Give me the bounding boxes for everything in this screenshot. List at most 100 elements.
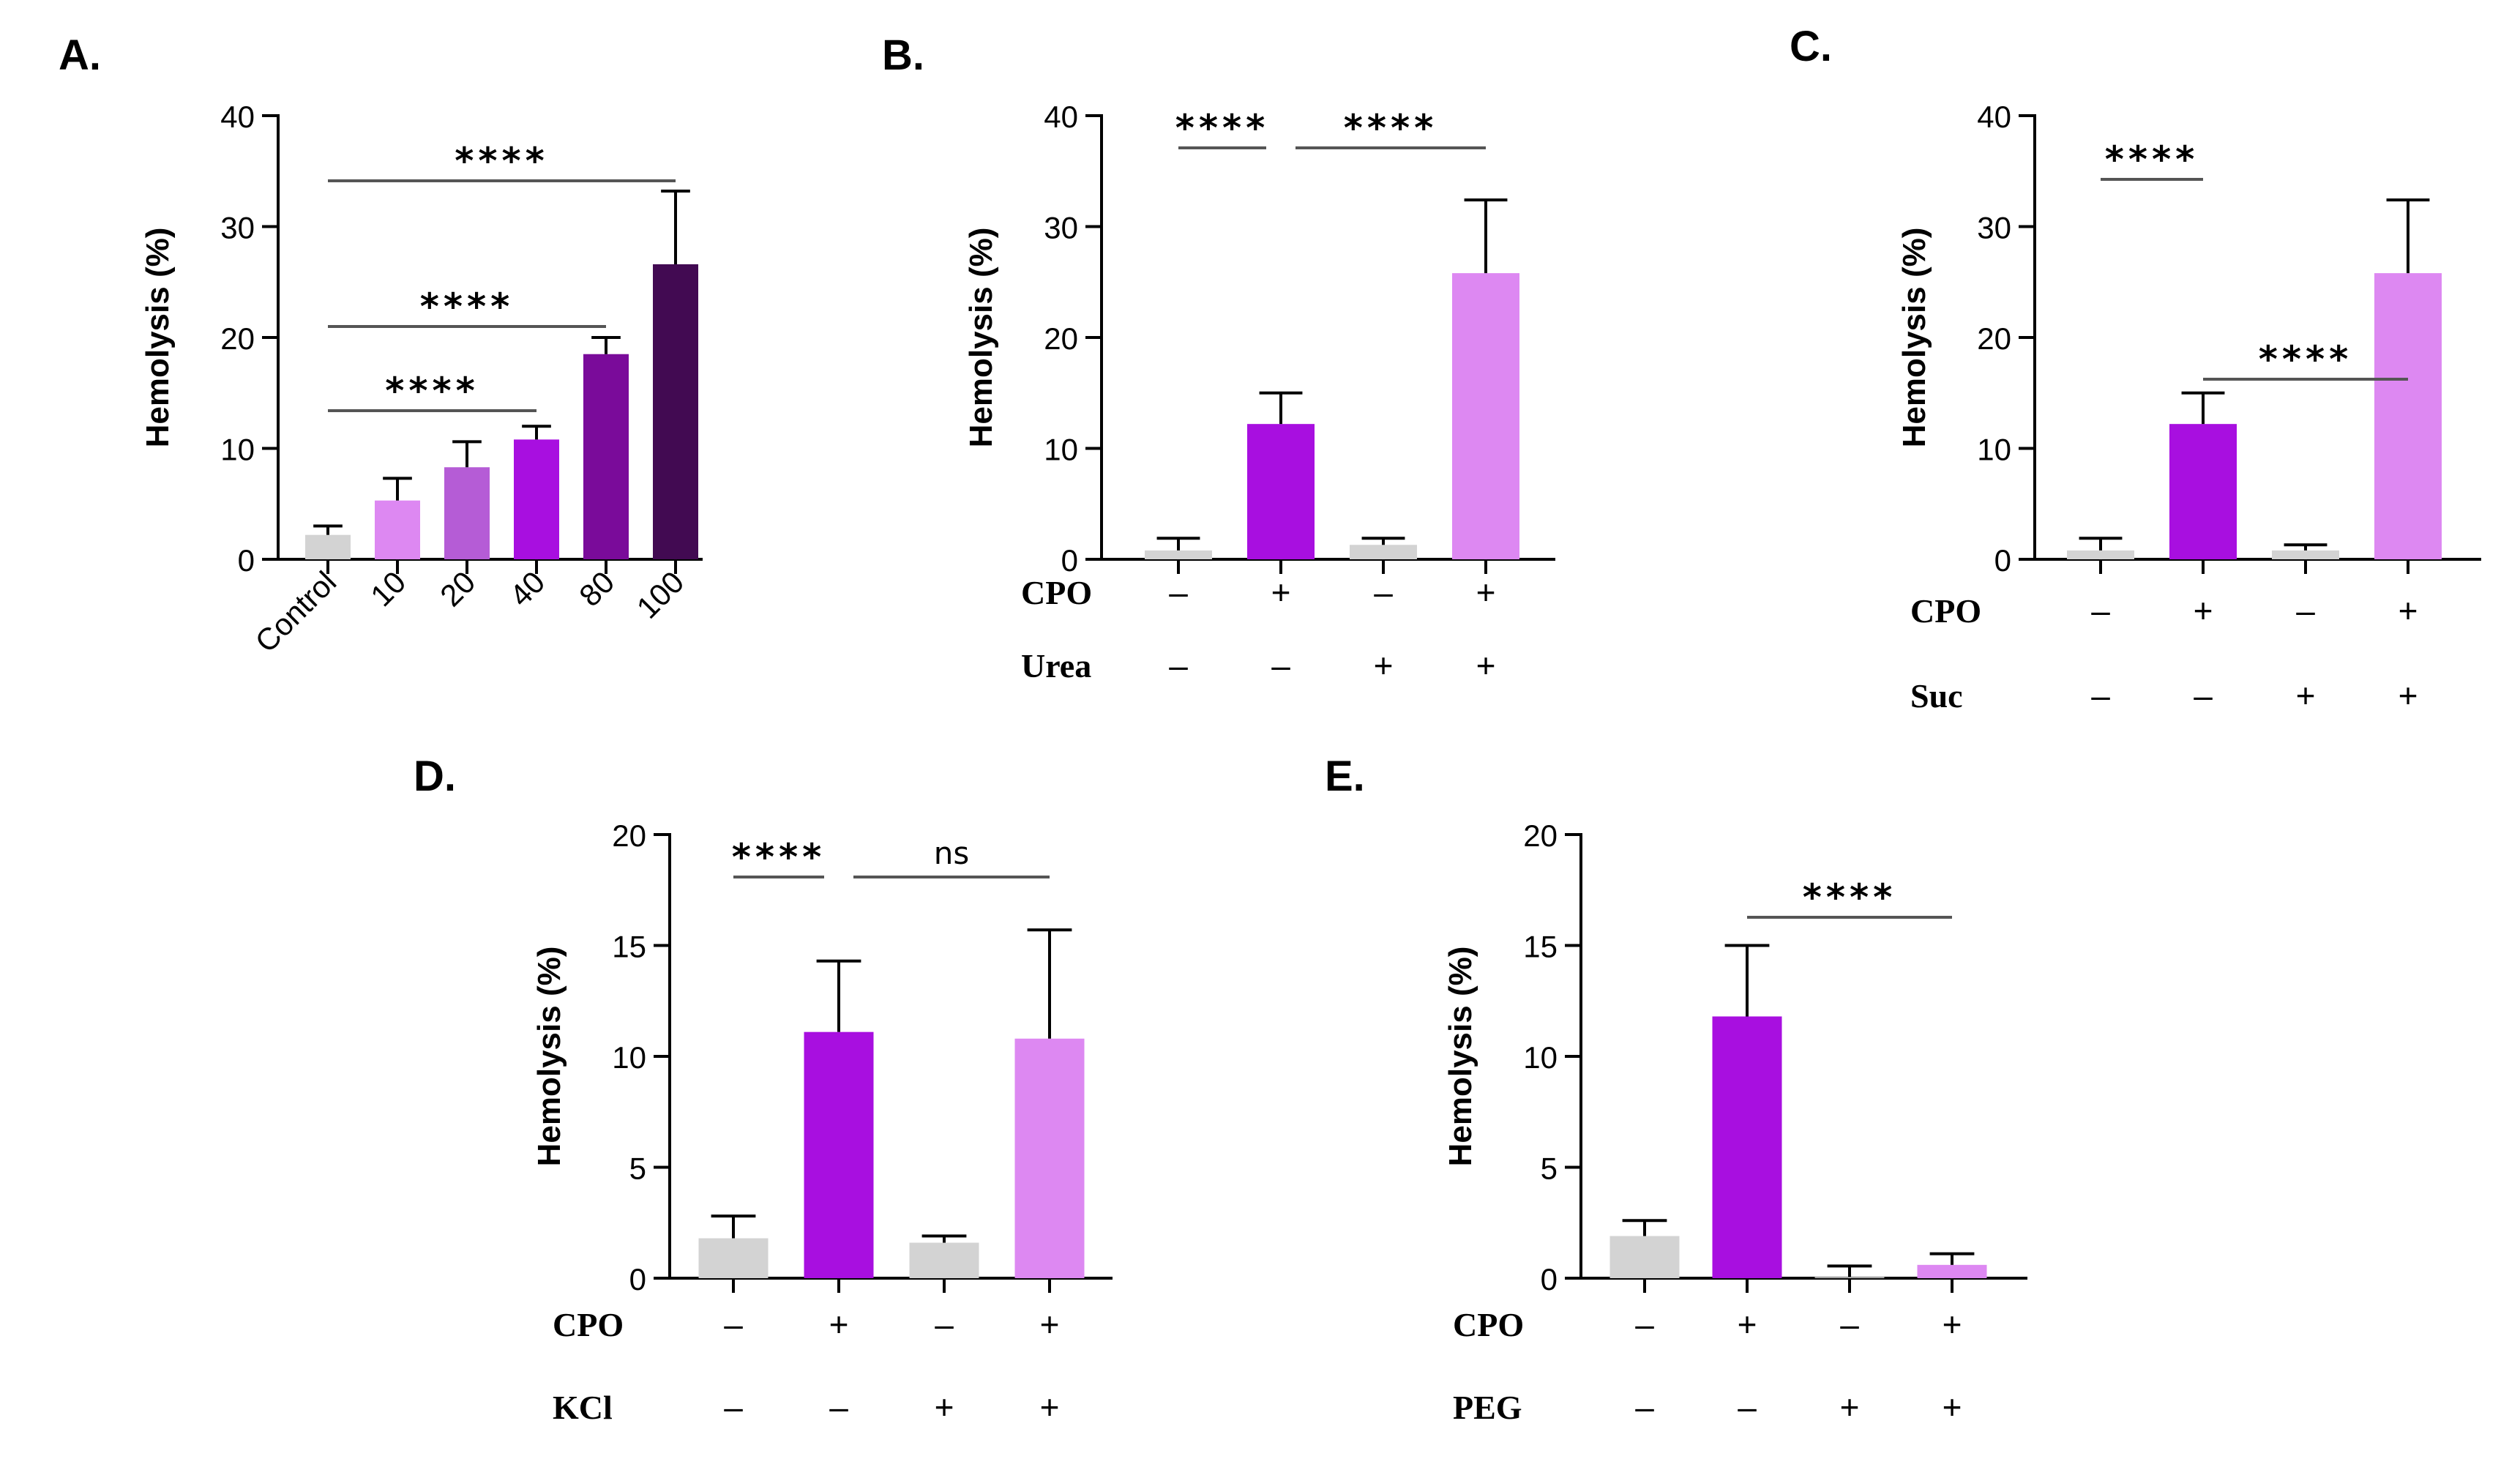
y-tick-label: 20 [1044,321,1078,356]
bar [514,439,559,559]
bar [1712,1016,1782,1278]
significance-label: **** [1803,876,1897,919]
panel-label: C. [1790,23,1832,70]
condition-label: CPO [1021,574,1092,611]
panel-label: B. [882,31,924,79]
y-axis-label: Hemolysis (%) [1896,228,1932,448]
y-tick-label: 0 [1061,543,1078,578]
condition-sign: – [2091,676,2110,714]
significance-label: ns [934,835,970,871]
y-tick-label: 20 [612,818,646,853]
y-tick-label: 20 [1523,818,1558,853]
y-axis-label: Hemolysis (%) [963,228,999,448]
y-tick-label: 30 [220,211,255,245]
category-label: Control [248,564,343,659]
category-label: 20 [433,564,482,613]
significance-label: **** [2259,338,2353,381]
condition-label: KCl [553,1389,613,1426]
bar [305,534,351,559]
bar [2067,550,2134,559]
condition-sign: + [1040,1388,1060,1426]
significance-label: **** [1175,107,1270,149]
y-tick-label: 0 [1994,543,2011,578]
condition-sign: + [2399,592,2418,630]
chart-panel-3: D. 0 5 10 15 20 Hemolysis (%) CPO – + – + KCl – – + + ***… [414,753,1113,1426]
y-tick-label: 5 [1541,1152,1558,1186]
condition-sign: – [1635,1388,1654,1426]
condition-sign: – [2091,592,2110,630]
condition-label: Suc [1910,677,1963,714]
condition-sign: – [724,1305,743,1343]
condition-sign: – [829,1388,848,1426]
condition-sign: – [724,1388,743,1426]
condition-label: CPO [1453,1306,1524,1343]
bar [1247,424,1315,559]
y-axis-label: Hemolysis (%) [140,228,176,448]
bar [1452,273,1519,559]
chart-panel-0: A. 0 10 20 30 40 Hemolysis (%) Control 10 20 40 80 1… [59,31,703,659]
condition-sign: – [1635,1305,1654,1343]
y-tick-label: 0 [1541,1262,1558,1296]
y-tick-label: 20 [220,321,255,356]
condition-sign: + [1476,646,1496,684]
significance-label: **** [455,140,549,182]
condition-sign: – [1374,573,1393,611]
category-label: 100 [630,564,691,625]
condition-sign: – [1840,1305,1859,1343]
bar [375,500,420,559]
y-tick-label: 0 [629,1262,646,1296]
significance-label: **** [420,286,515,328]
chart-panel-1: B. 0 10 20 30 40 Hemolysis (%) CPO – + – + Urea – – + + *… [882,31,1555,684]
condition-sign: + [1374,646,1394,684]
condition-sign: – [2296,592,2315,630]
condition-sign: + [1271,573,1291,611]
y-tick-label: 30 [1977,211,2011,245]
y-tick-label: 10 [1044,433,1078,467]
condition-sign: + [829,1305,849,1343]
bar [583,354,629,559]
y-tick-label: 15 [612,930,646,964]
condition-sign: + [935,1388,954,1426]
condition-sign: – [1169,646,1188,684]
chart-panel-4: E. 0 5 10 15 20 Hemolysis (%) CPO – + – + PEG – – + + ***… [1325,753,2027,1426]
bar [1014,1038,1085,1278]
condition-sign: – [1738,1388,1757,1426]
bar [698,1238,769,1278]
bar [1145,550,1212,559]
condition-label: PEG [1453,1389,1522,1426]
bar [2169,424,2237,559]
y-tick-label: 10 [1977,433,2011,467]
condition-sign: + [2194,592,2213,630]
bar [1609,1236,1680,1278]
panel-label: A. [59,31,101,79]
y-tick-label: 20 [1977,321,2011,356]
category-label: 40 [503,564,551,613]
y-axis-label: Hemolysis (%) [531,947,567,1167]
chart-panel-2: C. 0 10 20 30 40 Hemolysis (%) CPO – + – + Suc – – + + **… [1790,23,2481,714]
bar [909,1242,979,1278]
significance-label: **** [385,370,479,412]
y-axis-label: Hemolysis (%) [1443,947,1478,1167]
bar [653,264,698,559]
condition-sign: + [1738,1305,1757,1343]
condition-sign: – [2194,676,2213,714]
y-tick-label: 30 [1044,211,1078,245]
condition-sign: – [1169,573,1188,611]
panel-label: E. [1325,753,1365,800]
category-label: 10 [364,564,412,613]
bar [2272,550,2339,559]
condition-sign: – [935,1305,954,1343]
bar [1350,545,1417,559]
condition-label: CPO [1910,592,1981,630]
y-tick-label: 40 [1977,100,2011,134]
condition-sign: – [1271,646,1290,684]
y-tick-label: 0 [238,543,255,578]
significance-label: **** [2105,138,2199,181]
bar [1917,1264,1987,1278]
category-label: 80 [572,564,621,613]
y-tick-label: 5 [629,1152,646,1186]
y-tick-label: 40 [220,100,255,134]
condition-sign: + [1943,1388,1962,1426]
condition-sign: + [1476,573,1496,611]
y-tick-label: 10 [612,1040,646,1075]
